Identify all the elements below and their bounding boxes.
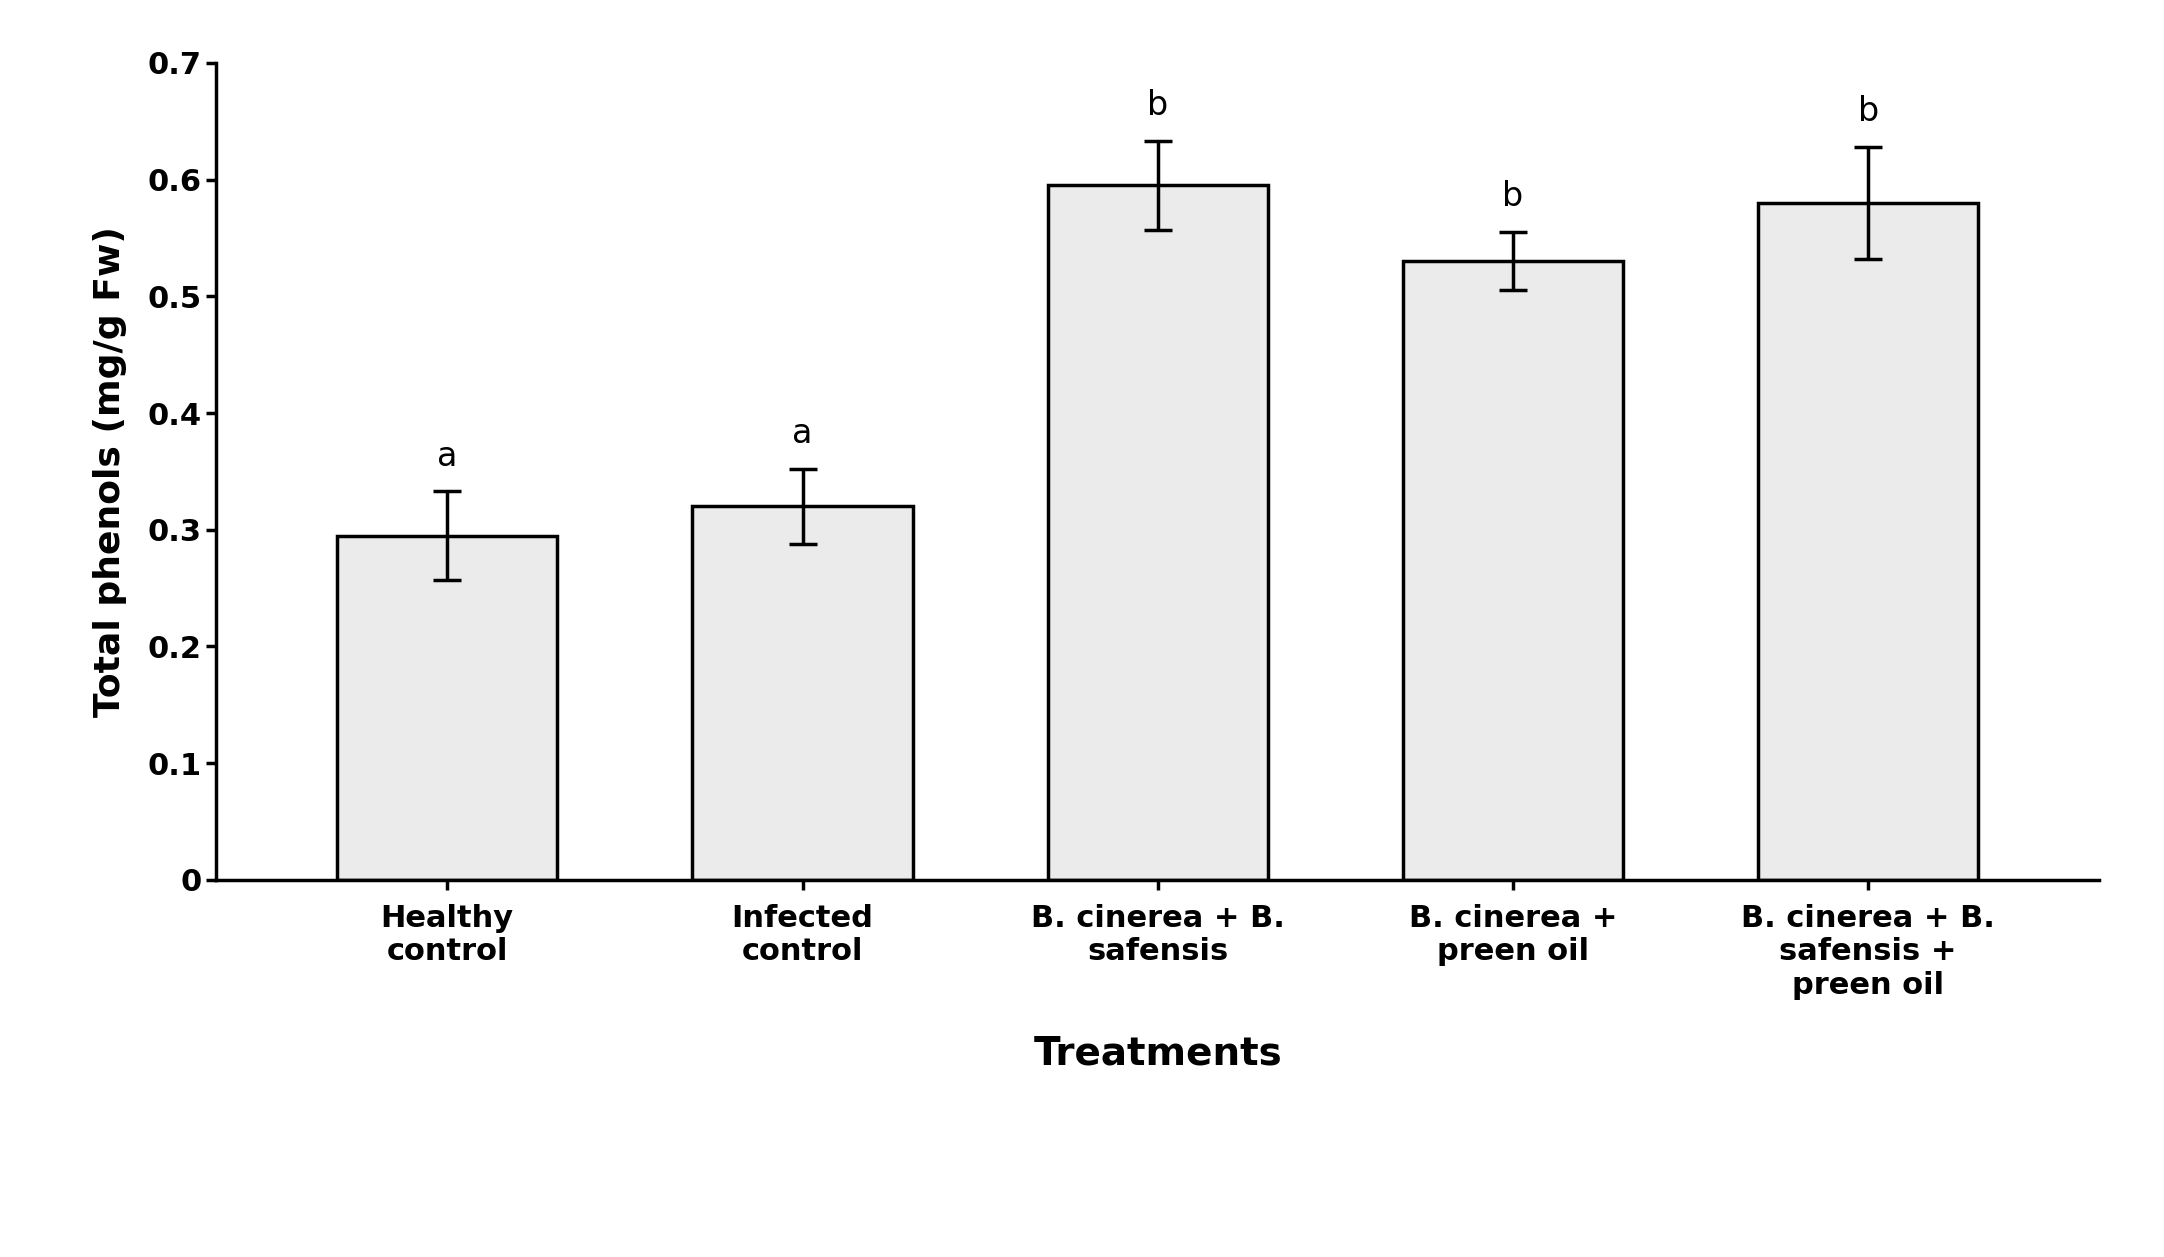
Text: b: b xyxy=(1502,181,1523,214)
Bar xyxy=(1402,261,1623,880)
Y-axis label: Total phenols (mg/g Fw): Total phenols (mg/g Fw) xyxy=(93,226,128,716)
Bar xyxy=(1757,202,1978,880)
Text: a: a xyxy=(792,417,814,450)
Bar xyxy=(1047,186,1268,880)
Bar xyxy=(692,507,913,880)
Text: a: a xyxy=(437,440,457,473)
X-axis label: Treatments: Treatments xyxy=(1034,1035,1281,1072)
Bar xyxy=(338,535,558,880)
Text: b: b xyxy=(1147,89,1169,122)
Text: b: b xyxy=(1857,96,1878,128)
